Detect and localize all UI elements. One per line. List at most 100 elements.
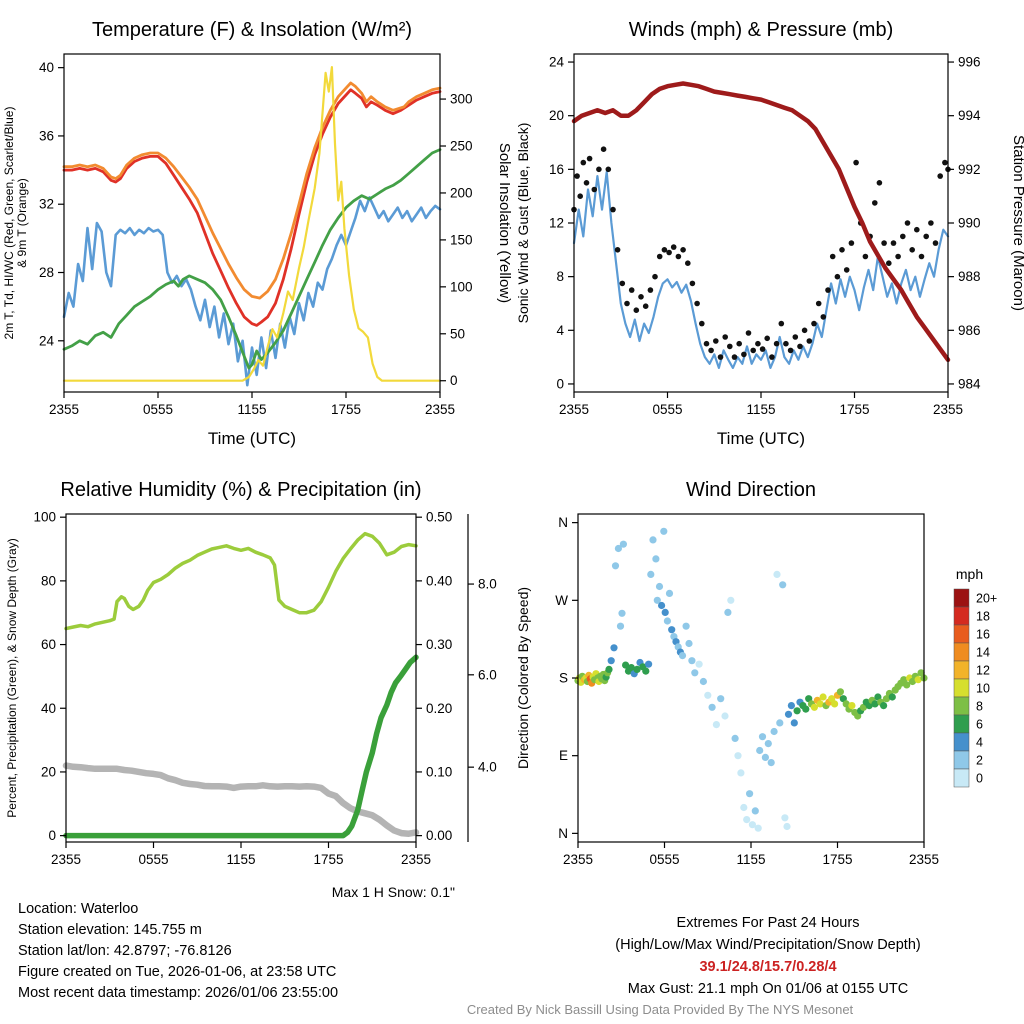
svg-text:32: 32 [39, 197, 54, 212]
svg-text:0.10: 0.10 [426, 764, 452, 779]
svg-text:36: 36 [39, 128, 54, 143]
svg-text:40: 40 [41, 701, 56, 716]
temperature-insolation-chart: 2355 0555 1155 1755 2355 Time (UTC) 24 28 32 36 40… [0, 8, 513, 475]
winds-pressure-svg: 2355 0555 1155 1755 2355 Time (UTC) 0 4 8 12 16 20 2… [515, 19, 1024, 448]
svg-text:24: 24 [39, 333, 55, 348]
svg-text:0555: 0555 [143, 402, 173, 417]
svg-text:1155: 1155 [237, 402, 266, 417]
svg-text:0: 0 [556, 376, 564, 391]
wind-direction-svg: 2355 0555 1155 1755 2355 N E S W N Direction (Colo… [515, 479, 997, 867]
svg-text:28: 28 [39, 265, 54, 280]
svg-text:80: 80 [41, 573, 56, 588]
svg-text:20+: 20+ [976, 592, 997, 606]
svg-text:6: 6 [976, 718, 983, 732]
rh-precip-series-group [62, 531, 420, 839]
svg-text:150: 150 [450, 232, 473, 247]
svg-text:Station Pressure (Maroon): Station Pressure (Maroon) [1010, 135, 1024, 311]
data-timestamp-line: Most recent data timestamp: 2026/01/06 2… [18, 985, 339, 1001]
extremes-subtitle: (High/Low/Max Wind/Precipitation/Snow De… [615, 937, 921, 953]
svg-text:S: S [559, 671, 568, 686]
svg-text:994: 994 [958, 108, 981, 123]
svg-text:2355: 2355 [49, 402, 79, 417]
svg-text:20: 20 [41, 764, 56, 779]
wind-direction-series-group [574, 527, 928, 832]
svg-text:4.0: 4.0 [478, 760, 497, 775]
svg-text:Time (UTC): Time (UTC) [208, 429, 296, 448]
rh-precip-svg: 2355 0555 1155 1755 2355 0 20 40 60 80 100 Percent,… [5, 479, 497, 867]
temp-insolation-svg: 2355 0555 1155 1755 2355 Time (UTC) 24 28 32 36 40… [2, 19, 513, 448]
svg-text:0: 0 [450, 373, 458, 388]
svg-text:2355: 2355 [401, 852, 431, 867]
svg-text:988: 988 [958, 269, 981, 284]
winds-pressure-series-group [571, 81, 951, 369]
svg-text:14: 14 [976, 646, 990, 660]
svg-text:16: 16 [549, 162, 564, 177]
svg-text:Percent, Precipitation (Green): Percent, Precipitation (Green), & Snow D… [5, 538, 19, 817]
svg-text:0.00: 0.00 [426, 828, 452, 843]
svg-text:0: 0 [976, 772, 983, 786]
extremes-values: 39.1/24.8/15.7/0.28/4 [699, 959, 837, 975]
svg-text:Winds (mph) & Pressure (mb): Winds (mph) & Pressure (mb) [629, 19, 894, 41]
credit-line: Created By Nick Bassill Using Data Provi… [466, 1002, 854, 1017]
svg-text:2m T, Td, HI/WC (Red, Green, S: 2m T, Td, HI/WC (Red, Green, Scarlet/Blu… [2, 107, 16, 340]
svg-text:2355: 2355 [933, 402, 963, 417]
svg-text:Solar Insolation (Yellow): Solar Insolation (Yellow) [496, 143, 512, 303]
svg-text:Wind Direction: Wind Direction [686, 479, 816, 501]
svg-text:2355: 2355 [51, 852, 81, 867]
svg-text:100: 100 [33, 510, 56, 525]
svg-text:1755: 1755 [313, 852, 343, 867]
svg-text:& 9m T (Orange): & 9m T (Orange) [15, 178, 29, 268]
svg-text:0555: 0555 [138, 852, 168, 867]
svg-text:16: 16 [976, 628, 990, 642]
svg-text:24: 24 [549, 55, 565, 70]
svg-text:20: 20 [549, 108, 564, 123]
svg-text:1755: 1755 [839, 402, 869, 417]
station-elevation-line: Station elevation: 145.755 m [18, 922, 202, 938]
svg-text:2: 2 [976, 754, 983, 768]
svg-text:Temperature (F) & Insolation (: Temperature (F) & Insolation (W/m²) [92, 19, 412, 41]
svg-text:2355: 2355 [909, 852, 939, 867]
svg-text:100: 100 [450, 279, 473, 294]
svg-text:0.20: 0.20 [426, 701, 452, 716]
svg-text:0555: 0555 [649, 852, 679, 867]
svg-text:1155: 1155 [736, 852, 765, 867]
svg-text:10: 10 [976, 682, 990, 696]
station-info: Location: Waterloo Station elevation: 14… [18, 899, 338, 1004]
extremes-title: Extremes For Past 24 Hours [676, 915, 860, 931]
svg-text:0.40: 0.40 [426, 573, 452, 588]
svg-text:N: N [558, 826, 568, 841]
max-snow-caption: Max 1 H Snow: 0.1" [331, 884, 455, 900]
svg-text:Time (UTC): Time (UTC) [717, 429, 805, 448]
svg-text:0.50: 0.50 [426, 510, 452, 525]
figure-created-line: Figure created on Tue, 2026-01-06, at 23… [18, 964, 337, 980]
svg-text:2355: 2355 [563, 852, 593, 867]
temp-insolation-series-group [62, 65, 442, 387]
svg-text:996: 996 [958, 55, 981, 70]
svg-text:0555: 0555 [652, 402, 682, 417]
svg-text:Sonic Wind & Gust (Blue, Black: Sonic Wind & Gust (Blue, Black) [515, 123, 531, 324]
svg-text:E: E [559, 748, 568, 763]
svg-text:992: 992 [958, 162, 981, 177]
svg-text:2355: 2355 [425, 402, 455, 417]
svg-text:60: 60 [41, 637, 56, 652]
svg-text:12: 12 [976, 664, 990, 678]
svg-text:8: 8 [556, 269, 564, 284]
svg-text:N: N [558, 515, 568, 530]
svg-text:1755: 1755 [822, 852, 852, 867]
station-location-line: Location: Waterloo [18, 901, 139, 917]
humidity-precipitation-chart: 2355 0555 1155 1755 2355 0 20 40 60 80 100 Percent,… [0, 474, 512, 901]
svg-text:0: 0 [48, 828, 56, 843]
svg-text:40: 40 [39, 60, 54, 75]
svg-text:W: W [555, 593, 568, 608]
svg-text:12: 12 [549, 216, 564, 231]
max-gust-line: Max Gust: 21.1 mph On 01/06 at 0155 UTC [627, 981, 909, 997]
svg-text:984: 984 [958, 376, 981, 391]
winds-pressure-chart: 2355 0555 1155 1755 2355 Time (UTC) 0 4 8 12 16 20 2… [512, 8, 1024, 475]
svg-text:0.30: 0.30 [426, 637, 452, 652]
station-latlon-line: Station lat/lon: 42.8797; -76.8126 [18, 943, 232, 959]
svg-text:250: 250 [450, 139, 473, 154]
wind-direction-chart: 2355 0555 1155 1755 2355 N E S W N Direction (Colo… [512, 474, 1024, 901]
svg-text:6.0: 6.0 [478, 667, 497, 682]
extremes-summary: Extremes For Past 24 Hours (High/Low/Max… [522, 912, 1014, 1000]
